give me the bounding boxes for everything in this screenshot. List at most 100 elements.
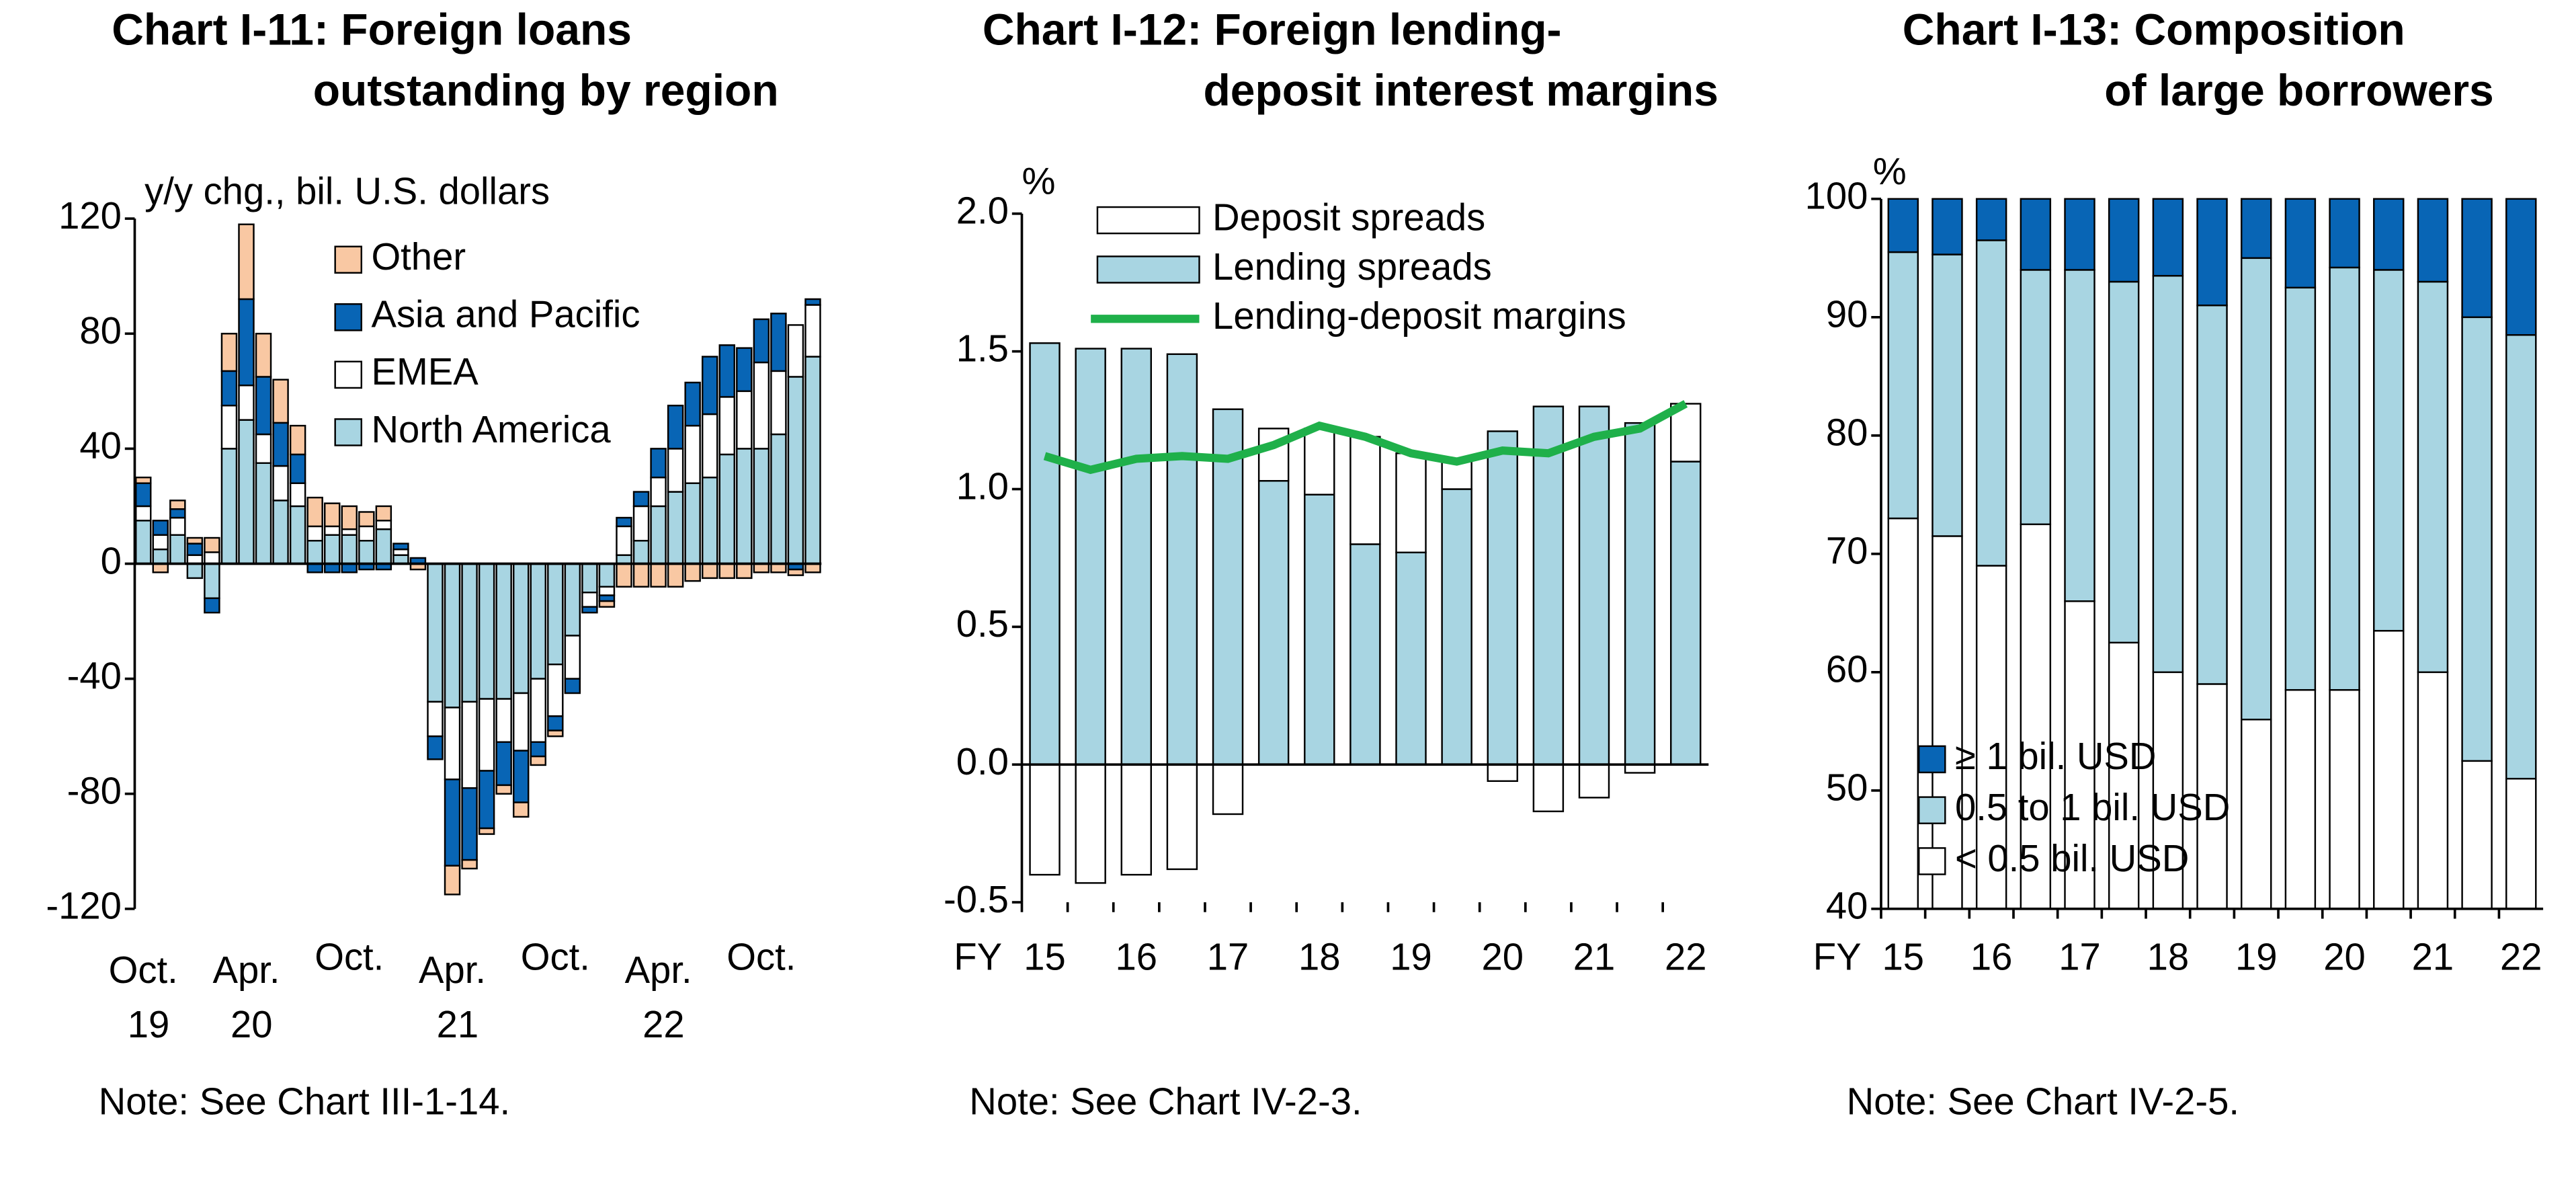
bar-segment [547,664,564,717]
line-series [1043,400,1688,475]
bar-segment [152,548,169,565]
bar-segment [1578,405,1610,766]
x-tick-label: Oct. [521,935,590,978]
bar-segment [478,698,495,772]
bar-segment [547,715,564,731]
bar-segment [495,563,512,700]
y-tick-label: 1.5 [956,327,1009,370]
bar-segment [1931,198,1963,255]
bar-segment [204,536,220,553]
bar-segment [564,563,581,637]
x-tick-label: 19 [1390,935,1432,978]
bar-segment [2329,689,2360,910]
x-tick-label: 22 [1665,935,1707,978]
bar-segment [667,448,684,493]
bar-segment [598,586,616,596]
bar-segment [427,701,444,738]
bar-segment [255,376,272,436]
bar-segment [2020,269,2052,526]
bar-segment [2108,198,2140,283]
bar-segment [444,707,461,781]
bar-segment [650,448,667,479]
bar-segment [512,801,530,818]
bar-segment [2373,269,2405,632]
bar-segment [632,563,650,588]
bar-segment [152,520,169,536]
bar-segment [1670,461,1702,766]
x-tick-label: 18 [1298,935,1341,978]
bar-segment [478,770,495,830]
bar-segment [512,750,530,803]
bar-segment [461,563,478,703]
bar-segment [1075,348,1106,766]
bar-segment [2461,760,2493,910]
legend-label: Asia and Pacific [371,293,640,335]
y-tick-label: 60 [1826,648,1868,690]
bar-segment [2064,269,2095,602]
bar-segment [650,476,667,508]
bar-segment [564,678,581,694]
bar-segment [1887,251,1919,520]
x-tick-label: 17 [2059,935,2101,978]
bar-segment [392,548,409,556]
bar-segment [2152,274,2184,674]
bar-segment [186,536,204,545]
bar-segment [220,448,238,565]
bar-segment [1212,408,1244,766]
bar-segment [2152,198,2184,277]
bar-segment [684,381,701,427]
x-tick-label: Oct. [315,935,384,978]
x-tick-label: 17 [1207,935,1249,978]
bar-segment [341,505,358,530]
bar-segment [804,298,821,306]
bar-segment [204,551,220,565]
x-axis-label: FY [954,935,1002,978]
bar-segment [1441,488,1472,766]
bar-segment [512,692,530,752]
bar-segment [272,500,289,565]
bar-segment [306,496,323,528]
y-tick-label: -80 [67,770,122,812]
bar-segment [204,597,220,614]
x-tick-label-line: 21 [426,1003,479,1045]
bar-segment [1624,422,1656,766]
bar-segment [2196,304,2228,685]
legend-swatch [1096,206,1200,235]
note: Note: See Chart III-1-14. [99,1080,510,1123]
x-axis-label: FY [1813,935,1862,978]
y-tick-label: -0.5 [944,878,1009,920]
bar-segment [341,528,358,536]
chart-title: Chart I-11: Foreign loans [112,4,632,54]
bar-segment [787,324,804,378]
chart-title: of large borrowers [2104,65,2493,115]
bar-segment [1931,253,1963,537]
x-tick-label-line: 20 [220,1003,272,1045]
x-tick-label: Apr. 22 [625,949,692,1045]
bar-segment [770,370,787,436]
bar-segment [804,563,821,573]
bar-segment [2108,280,2140,644]
bar-segment [289,424,306,456]
x-tick-label: 20 [1481,935,1524,978]
bar-segment [1075,763,1106,884]
bar-segment [135,476,152,484]
bar-segment [1166,763,1198,871]
bar-segment [753,563,770,573]
bar-segment [2284,286,2317,691]
bar-segment [272,379,289,424]
bar-segment [684,482,701,565]
bar-segment [169,534,186,565]
bar-segment [306,540,323,565]
bar-segment [135,520,152,565]
chart-title: Chart I-12: Foreign lending- [983,4,1562,54]
bar-segment [1349,436,1381,545]
bar-segment [2505,778,2537,910]
legend-label: < 0.5 bil. USD [1955,837,2189,879]
bar-segment [616,554,632,565]
bar-segment [2240,719,2272,910]
bar-segment [1257,480,1290,766]
bar-segment [1975,198,2007,241]
bar-segment [1931,535,1963,910]
legend-swatch [1917,745,1946,774]
